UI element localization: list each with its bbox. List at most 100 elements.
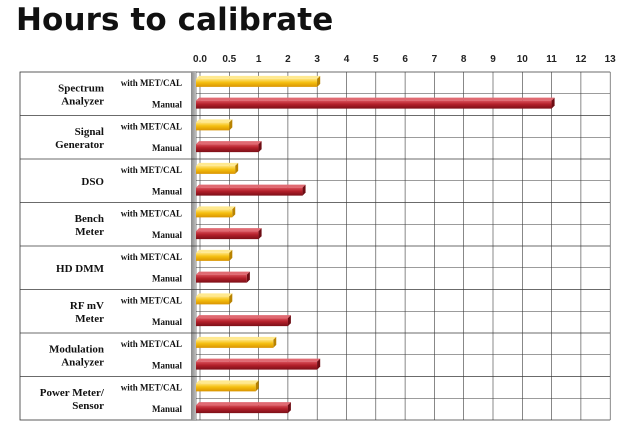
bar-side-face	[255, 380, 259, 392]
bar-front-face	[196, 231, 259, 240]
series-label: Manual	[152, 404, 183, 414]
series-label: with MET/CAL	[121, 339, 182, 349]
category-label-line: Analyzer	[61, 356, 104, 368]
bar-front-face	[196, 405, 288, 414]
bar-front-face	[196, 78, 318, 87]
bar-side-face	[302, 184, 306, 196]
category-label-line: Bench	[75, 213, 104, 225]
bar-front-face	[196, 100, 552, 109]
x-tick-label: 2	[285, 54, 291, 65]
category-label: Modulation Analyzer	[49, 343, 104, 368]
category-label-line: Spectrum	[58, 82, 104, 94]
x-tick-label: 11	[546, 54, 557, 65]
series-label: with MET/CAL	[121, 382, 182, 392]
category-label-line: Power Meter/	[40, 387, 105, 399]
bar-side-face	[229, 119, 233, 131]
x-tick-label: 8	[461, 54, 467, 65]
category-label: HD DMM	[56, 263, 105, 275]
bar-with-metcal	[196, 119, 233, 131]
bar-side-face	[287, 402, 291, 414]
x-tick-label: 0.5	[222, 54, 236, 65]
bar-manual	[196, 402, 291, 414]
bar-front-face	[196, 187, 303, 196]
bar-manual	[196, 315, 291, 327]
x-tick-label: 0.0	[193, 54, 207, 65]
bar-manual	[196, 184, 306, 196]
bar-side-face	[273, 336, 277, 348]
series-label: Manual	[152, 274, 183, 284]
category-label: DSO	[81, 176, 104, 188]
bar-manual	[196, 141, 262, 153]
category-label-line: HD DMM	[56, 263, 105, 275]
bar-side-face	[246, 271, 250, 283]
x-tick-label: 10	[517, 54, 529, 65]
bar-side-face	[551, 97, 555, 109]
bar-side-face	[232, 206, 236, 218]
bars	[196, 75, 555, 414]
bar-top-face	[196, 141, 262, 145]
bar-top-face	[196, 380, 259, 384]
bar-side-face	[317, 358, 321, 370]
category-label: RF mV Meter	[70, 300, 104, 325]
bar-side-face	[258, 228, 262, 240]
bar-front-face	[196, 209, 233, 218]
x-tick-label: 9	[490, 54, 496, 65]
bar-front-face	[196, 274, 247, 283]
bar-top-face	[196, 402, 291, 406]
bar-manual	[196, 358, 321, 370]
series-label: with MET/CAL	[121, 121, 182, 131]
category-label-line: Analyzer	[61, 95, 104, 107]
bar-top-face	[196, 119, 233, 123]
bar-front-face	[196, 383, 256, 392]
bar-side-face	[287, 315, 291, 327]
bar-top-face	[196, 249, 233, 253]
bar-top-face	[196, 228, 262, 232]
bar-front-face	[196, 361, 318, 370]
bar-top-face	[196, 315, 291, 319]
series-label: with MET/CAL	[121, 295, 182, 305]
x-axis-ticks: 0.0 0.5 1 2 3 4 5 6 7 8 9 10 11 12 13	[193, 54, 616, 65]
category-label-line: Signal	[75, 126, 104, 138]
bar-front-face	[196, 122, 230, 131]
bar-with-metcal	[196, 206, 236, 218]
category-label-line: Sensor	[72, 400, 104, 412]
series-label: with MET/CAL	[121, 208, 182, 218]
category-label: Signal Generator	[55, 126, 104, 151]
x-tick-label: 5	[373, 54, 379, 65]
series-label: Manual	[152, 143, 183, 153]
bar-with-metcal	[196, 380, 259, 392]
bar-top-face	[196, 293, 233, 297]
category-label-line: RF mV	[70, 300, 104, 312]
chart-title: Hours to calibrate	[16, 2, 334, 38]
bar-with-metcal	[196, 336, 277, 348]
bar-side-face	[317, 75, 321, 87]
bar-side-face	[229, 293, 233, 305]
bar-with-metcal	[196, 75, 321, 87]
bar-top-face	[196, 184, 306, 188]
bar-top-face	[196, 271, 250, 275]
bar-front-face	[196, 296, 230, 305]
category-label-line: Meter	[75, 313, 104, 325]
series-label: Manual	[152, 100, 183, 110]
x-tick-label: 12	[575, 54, 587, 65]
bar-side-face	[258, 141, 262, 153]
category-label: Bench Meter	[75, 213, 104, 238]
bar-top-face	[196, 336, 277, 340]
x-tick-label: 3	[314, 54, 320, 65]
series-label: Manual	[152, 317, 183, 327]
category-label-line: Meter	[75, 226, 104, 238]
bar-with-metcal	[196, 162, 239, 174]
bar-front-face	[196, 144, 259, 153]
category-label-line: Modulation	[49, 343, 104, 355]
x-tick-label: 4	[344, 54, 350, 65]
bar-top-face	[196, 75, 321, 79]
bar-top-face	[196, 206, 236, 210]
x-tick-label: 7	[432, 54, 438, 65]
x-tick-label: 13	[605, 54, 617, 65]
bar-top-face	[196, 162, 239, 166]
series-label: with MET/CAL	[121, 165, 182, 175]
series-label: Manual	[152, 230, 183, 240]
bar-top-face	[196, 97, 555, 101]
x-tick-label: 6	[402, 54, 408, 65]
